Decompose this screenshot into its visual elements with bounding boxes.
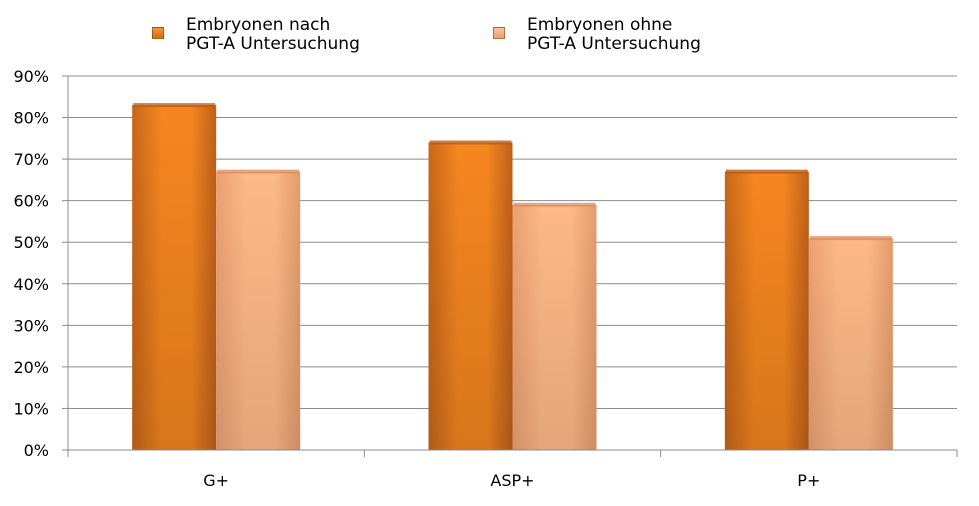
series-2-bar-shade — [216, 171, 301, 451]
y-tick-label: 70% — [13, 150, 49, 169]
series-1-bar-top — [429, 140, 512, 145]
y-tick-label: 50% — [13, 233, 49, 252]
legend-swatch-2 — [493, 27, 505, 39]
legend-item-2: Embryonen ohne PGT-A Untersuchung — [493, 16, 701, 64]
series-2-bar-top — [809, 236, 892, 241]
y-tick-label: 60% — [13, 192, 49, 211]
series-2-bar-shade — [808, 238, 893, 450]
x-tick-label: G+ — [203, 471, 229, 490]
y-tick-label: 40% — [13, 275, 49, 294]
y-tick-label: 0% — [24, 441, 49, 460]
y-tick-label: 30% — [13, 316, 49, 335]
series-1-bar-shade — [724, 171, 809, 451]
legend-swatch-1 — [152, 27, 164, 39]
series-1-bar-shade — [428, 142, 513, 450]
legend-label-1: Embryonen nach PGT-A Untersuchung — [186, 15, 360, 54]
y-tick-label: 20% — [13, 358, 49, 377]
series-2-bar-top — [217, 169, 300, 174]
series-1-bar-top — [133, 103, 216, 108]
series-2-bar-shade — [512, 204, 597, 450]
legend-label-2: Embryonen ohne PGT-A Untersuchung — [527, 15, 701, 54]
series-1-bar-top — [725, 169, 808, 174]
legend-item-1: Embryonen nach PGT-A Untersuchung — [152, 16, 360, 64]
x-tick-label: ASP+ — [490, 471, 534, 490]
y-tick-label: 10% — [13, 399, 49, 418]
y-tick-label: 90% — [13, 67, 49, 86]
x-tick-label: P+ — [797, 471, 820, 490]
series-1-bar-shade — [132, 105, 217, 450]
series-2-bar-top — [513, 202, 596, 207]
y-tick-label: 80% — [13, 109, 49, 128]
